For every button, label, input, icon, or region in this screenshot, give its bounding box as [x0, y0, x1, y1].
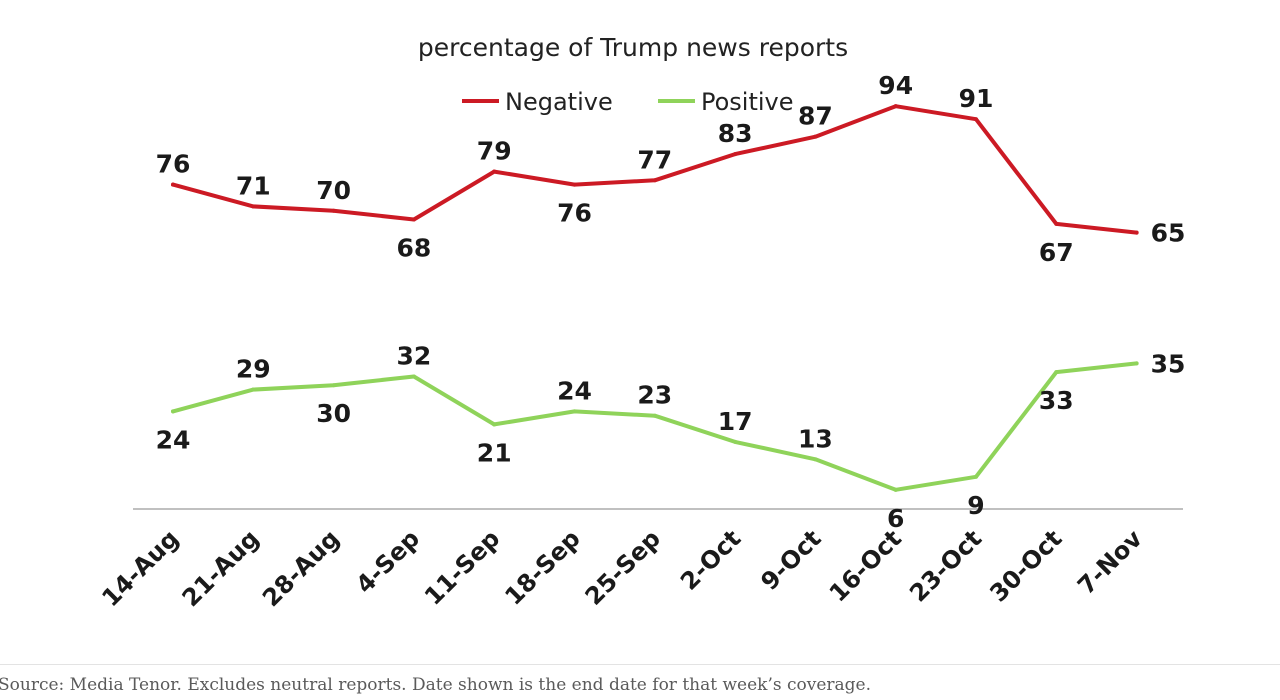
- data-label-negative: 71: [236, 171, 271, 200]
- data-label-positive: 24: [156, 425, 191, 454]
- data-label-positive: 35: [1151, 349, 1186, 378]
- data-point-negative: [171, 182, 175, 187]
- data-point-negative: [652, 178, 657, 183]
- chart-container: percentage of Trump news reports Negative…: [96, 33, 1186, 612]
- x-tick-label: 14-Aug: [96, 524, 184, 612]
- data-label-negative: 70: [316, 176, 351, 205]
- data-point-positive: [411, 374, 416, 379]
- chart-title: percentage of Trump news reports: [418, 33, 848, 62]
- source-note: Source: Media Tenor. Excludes neutral re…: [0, 675, 872, 695]
- data-label-positive: 17: [718, 407, 753, 436]
- data-point-negative: [1134, 230, 1139, 235]
- x-tick-label: 28-Aug: [257, 524, 345, 612]
- data-point-negative: [1054, 221, 1059, 226]
- data-point-negative: [251, 204, 256, 209]
- data-label-negative: 65: [1151, 219, 1186, 248]
- data-label-positive: 29: [236, 355, 271, 384]
- data-label-negative: 68: [397, 234, 432, 263]
- legend-label-negative: Negative: [505, 88, 613, 116]
- x-tick-label: 16-Oct: [824, 524, 907, 607]
- x-tick-label: 21-Aug: [177, 524, 265, 612]
- x-tick-label: 2-Oct: [675, 524, 746, 595]
- data-point-positive: [652, 413, 657, 418]
- x-tick-label: 30-Oct: [984, 524, 1067, 607]
- x-tick-label: 4-Sep: [351, 524, 426, 599]
- data-point-negative: [572, 182, 577, 187]
- data-label-positive: 32: [397, 341, 432, 370]
- data-label-negative: 79: [477, 137, 512, 166]
- x-tick-label: 23-Oct: [904, 524, 987, 607]
- data-label-negative: 91: [959, 84, 994, 113]
- data-label-negative: 76: [156, 150, 191, 179]
- data-point-positive: [893, 487, 898, 492]
- data-point-positive: [251, 387, 256, 392]
- data-label-negative: 67: [1039, 238, 1074, 267]
- data-point-negative: [492, 169, 497, 174]
- data-label-negative: 77: [637, 145, 672, 174]
- data-point-positive: [492, 422, 497, 427]
- data-point-negative: [893, 104, 898, 109]
- x-tick-label: 7-Nov: [1072, 524, 1148, 600]
- data-label-positive: 33: [1039, 386, 1074, 415]
- line-chart: percentage of Trump news reports Negative…: [96, 33, 1186, 612]
- x-tick-label: 9-Oct: [755, 524, 826, 595]
- data-point-negative: [733, 152, 738, 157]
- data-label-positive: 30: [316, 399, 351, 428]
- x-tick-label: 25-Sep: [580, 524, 666, 610]
- data-point-positive: [1054, 370, 1059, 375]
- data-label-positive: 21: [477, 438, 512, 467]
- data-point-positive: [572, 409, 577, 414]
- data-label-positive: 9: [967, 491, 984, 520]
- legend-label-positive: Positive: [701, 88, 794, 116]
- footer-divider: [0, 664, 1280, 665]
- data-point-negative: [411, 217, 416, 222]
- data-point-negative: [331, 208, 336, 213]
- data-point-positive: [1134, 361, 1139, 366]
- data-label-negative: 83: [718, 119, 753, 148]
- data-label-negative: 87: [798, 102, 833, 131]
- data-label-negative: 76: [557, 199, 592, 228]
- x-tick-label: 18-Sep: [499, 524, 585, 610]
- data-point-positive: [974, 474, 978, 479]
- data-point-positive: [733, 439, 738, 444]
- data-label-positive: 13: [798, 424, 833, 453]
- data-point-positive: [331, 383, 336, 388]
- data-label-positive: 24: [557, 376, 592, 405]
- data-point-positive: [171, 409, 175, 414]
- data-point-negative: [974, 117, 978, 122]
- data-label-negative: 94: [878, 71, 913, 100]
- data-point-negative: [813, 134, 818, 139]
- data-point-positive: [813, 457, 818, 462]
- x-tick-label: 11-Sep: [419, 524, 505, 610]
- data-label-positive: 6: [887, 504, 904, 533]
- data-label-positive: 23: [637, 381, 672, 410]
